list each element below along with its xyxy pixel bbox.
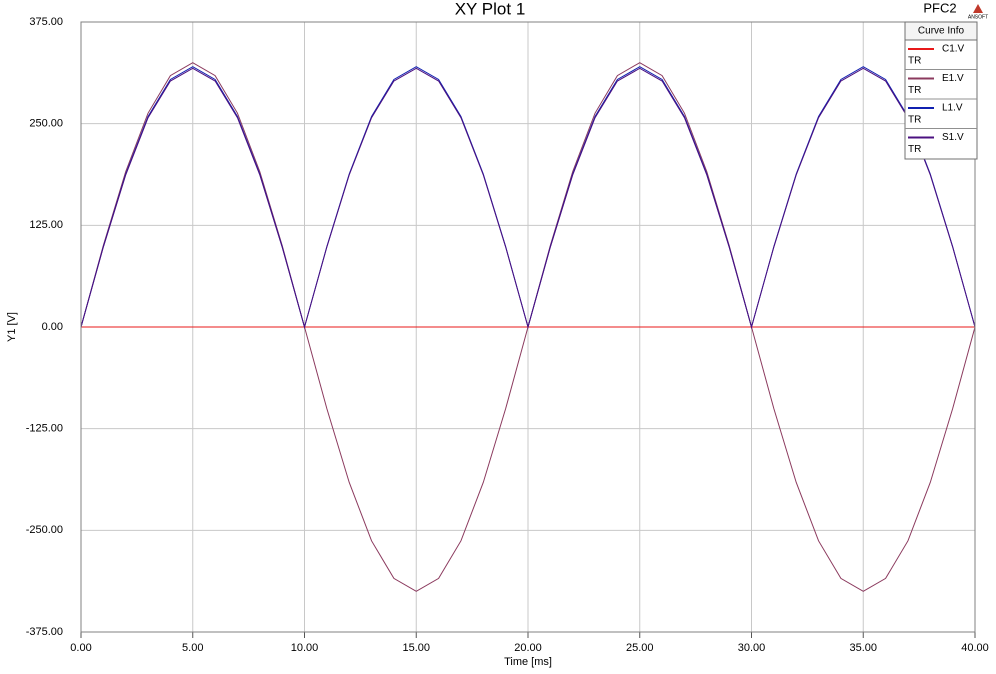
x-tick-label: 35.00 — [849, 642, 877, 654]
legend-name: E1.V — [942, 73, 964, 84]
y-axis-label: Y1 [V] — [6, 312, 18, 342]
y-tick-label: 125.00 — [29, 219, 63, 231]
legend: Curve Info C1.V TR E1.V TR L1.V TR S1.V TR — [904, 21, 978, 160]
y-tick-label: -375.00 — [26, 626, 63, 638]
x-tick-label: 15.00 — [402, 642, 430, 654]
legend-header — [904, 21, 978, 41]
legend-solution: TR — [908, 56, 921, 67]
chart-title: XY Plot 1 — [455, 0, 526, 18]
y-tick-label: -125.00 — [26, 423, 63, 435]
logo-icon — [973, 4, 983, 13]
y-tick-label: 375.00 — [29, 16, 63, 28]
legend-name: L1.V — [942, 103, 963, 114]
legend-box — [904, 21, 978, 160]
plot-frame — [80, 21, 976, 633]
project-name: PFC2 — [923, 0, 956, 15]
legend-title: Curve Info — [918, 26, 965, 37]
legend-name: C1.V — [942, 44, 965, 55]
x-tick-label: 0.00 — [70, 642, 91, 654]
x-tick-label: 5.00 — [182, 642, 203, 654]
legend-solution: TR — [908, 115, 921, 126]
x-tick-label: 40.00 — [961, 642, 989, 654]
x-tick-label: 30.00 — [738, 642, 766, 654]
y-tick-label: 250.00 — [29, 118, 63, 130]
x-tick-label: 25.00 — [626, 642, 654, 654]
logo-text: ANSOFT — [968, 14, 988, 20]
plot-lines — [80, 62, 976, 592]
legend-solution: TR — [908, 144, 921, 155]
y-tick-label: -250.00 — [26, 524, 63, 536]
legend-name: S1.V — [942, 132, 964, 143]
x-axis-label: Time [ms] — [504, 656, 552, 668]
legend-solution: TR — [908, 85, 921, 96]
x-tick-label: 20.00 — [514, 642, 542, 654]
y-tick-label: 0.00 — [42, 321, 63, 333]
series-line — [80, 67, 976, 329]
x-tick-label: 10.00 — [291, 642, 319, 654]
